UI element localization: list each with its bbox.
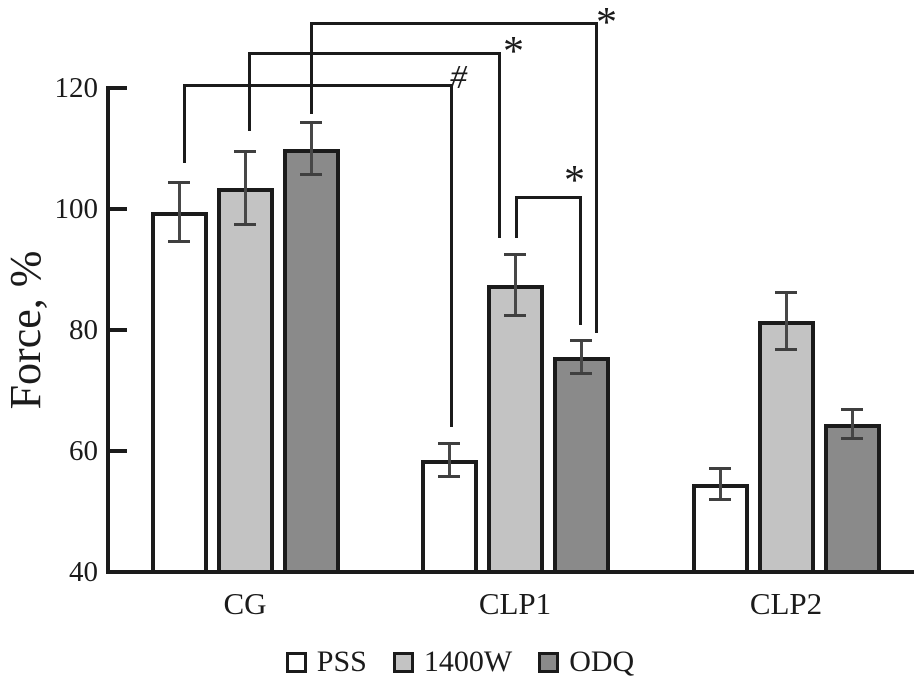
significance-label-1: # xyxy=(450,59,467,96)
bar-cg-pss xyxy=(150,212,208,574)
error-bar-clp2-odq xyxy=(850,408,854,440)
y-tick-label-60: 60 xyxy=(69,435,98,467)
error-bar-cap-top-clp1-odq xyxy=(570,339,592,343)
sig-bracket-1-left-drop xyxy=(183,84,186,163)
error-bar-cap-bottom-clp2-1400w xyxy=(775,348,797,352)
sig-bracket-4-horizontal xyxy=(515,196,582,199)
error-bar-cg-1400w xyxy=(243,149,247,226)
error-bar-cap-bottom-cg-pss xyxy=(168,240,190,244)
significance-label-4: * xyxy=(564,158,585,204)
significance-label-3: * xyxy=(596,0,617,46)
bar-cg-1400w xyxy=(216,187,274,574)
y-tick-label-100: 100 xyxy=(54,193,99,225)
y-tick-label-120: 120 xyxy=(54,72,99,104)
error-bar-cap-top-cg-pss xyxy=(168,180,190,184)
legend-label-1400w: 1400W xyxy=(423,645,513,678)
sig-bracket-1-horizontal xyxy=(183,84,453,87)
sig-bracket-1-right-drop xyxy=(450,84,453,427)
y-tick-120 xyxy=(110,86,127,90)
bar-clp1-pss xyxy=(420,460,478,574)
x-category-label-clp2: CLP2 xyxy=(749,586,823,621)
error-bar-cap-bottom-clp2-odq xyxy=(841,436,863,440)
y-tick-80 xyxy=(110,328,127,332)
x-category-label-clp1: CLP1 xyxy=(478,586,552,621)
error-bar-clp2-1400w xyxy=(784,290,788,352)
y-axis-line xyxy=(106,86,110,574)
legend-swatch-pss xyxy=(285,651,307,673)
error-bar-cap-bottom-cg-1400w xyxy=(234,222,256,226)
error-bar-cap-bottom-clp1-pss xyxy=(438,475,460,479)
sig-bracket-3-left-drop xyxy=(310,22,313,114)
legend-swatch-odq xyxy=(538,651,560,673)
bar-clp1-1400w xyxy=(486,284,544,574)
legend-item-pss: PSS xyxy=(285,645,367,678)
sig-bracket-3-right-drop xyxy=(595,22,598,333)
error-bar-clp1-pss xyxy=(447,441,451,479)
error-bar-cap-bottom-clp1-1400w xyxy=(504,313,526,317)
legend-item-1400w: 1400W xyxy=(392,645,513,678)
bar-cg-odq xyxy=(282,148,340,574)
error-bar-clp2-pss xyxy=(718,467,722,502)
x-category-label-cg: CG xyxy=(223,586,267,621)
y-tick-60 xyxy=(110,449,127,453)
y-tick-100 xyxy=(110,207,127,211)
legend-item-odq: ODQ xyxy=(538,646,634,678)
y-tick-label-80: 80 xyxy=(69,314,98,346)
bar-clp2-odq xyxy=(823,423,881,574)
legend-label-pss: PSS xyxy=(316,645,367,678)
sig-bracket-2-horizontal xyxy=(248,52,501,55)
legend: PSS 1400W ODQ xyxy=(0,646,920,678)
error-bar-cap-top-cg-1400w xyxy=(234,149,256,153)
error-bar-cap-top-clp2-pss xyxy=(709,467,731,471)
error-bar-cg-pss xyxy=(177,180,181,244)
error-bar-clp1-1400w xyxy=(513,252,517,317)
y-tick-label-40: 40 xyxy=(69,556,98,588)
error-bar-cg-odq xyxy=(309,121,313,176)
sig-bracket-4-left-drop xyxy=(515,196,518,238)
sig-bracket-2-left-drop xyxy=(248,52,251,131)
error-bar-cap-top-clp1-pss xyxy=(438,441,460,445)
legend-label-odq: ODQ xyxy=(569,645,635,678)
error-bar-cap-bottom-cg-odq xyxy=(300,172,322,176)
bar-clp2-1400w xyxy=(757,320,815,574)
error-bar-clp1-odq xyxy=(579,339,583,376)
bar-clp1-odq xyxy=(552,357,610,574)
error-bar-cap-top-clp2-1400w xyxy=(775,290,797,294)
sig-bracket-2-right-drop xyxy=(498,52,501,238)
error-bar-cap-bottom-clp1-odq xyxy=(570,372,592,376)
error-bar-cap-top-cg-odq xyxy=(300,121,322,125)
significance-label-2: * xyxy=(503,29,524,75)
legend-swatch-1400w xyxy=(392,651,414,673)
sig-bracket-3-horizontal xyxy=(310,22,598,25)
error-bar-cap-bottom-clp2-pss xyxy=(709,498,731,502)
error-bar-cap-top-clp2-odq xyxy=(841,408,863,412)
error-bar-cap-top-clp1-1400w xyxy=(504,252,526,256)
sig-bracket-4-right-drop xyxy=(579,196,582,325)
